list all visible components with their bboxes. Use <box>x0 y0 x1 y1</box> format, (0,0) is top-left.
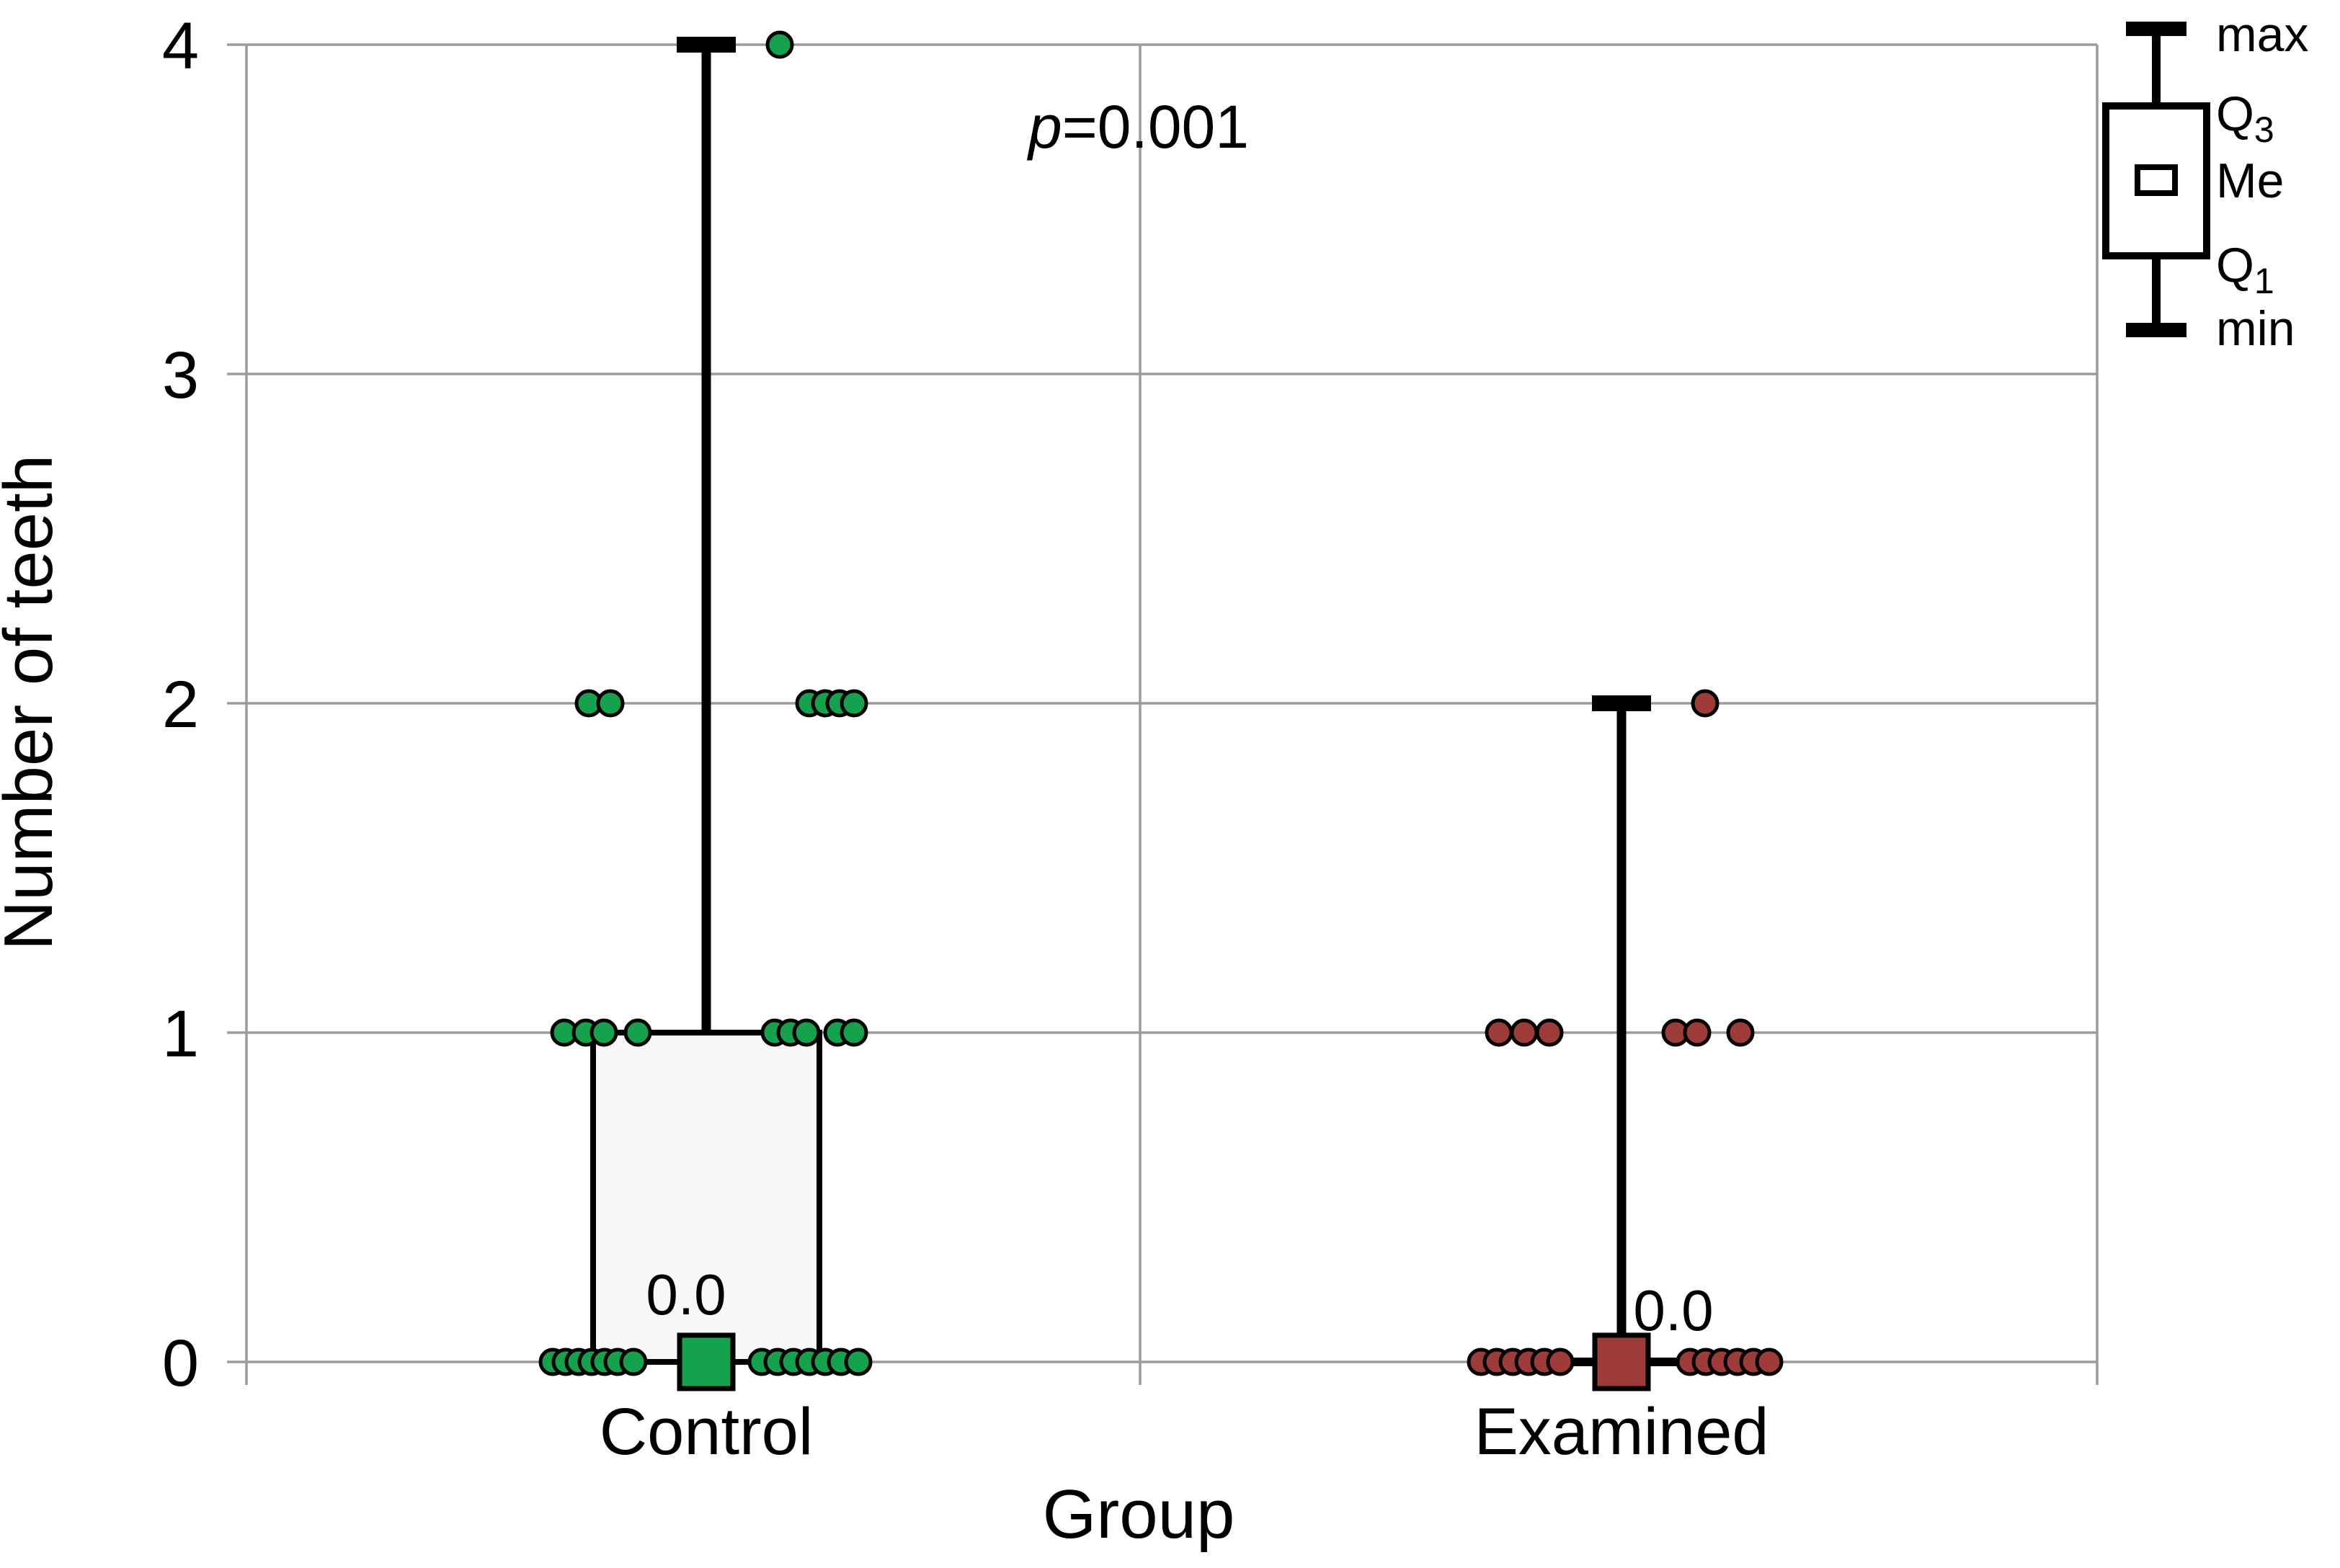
series-control <box>538 30 873 1391</box>
y-tick-label-4: 4 <box>162 9 199 83</box>
data-point-examined-1 <box>1683 1018 1712 1047</box>
data-point-examined-0 <box>1755 1348 1784 1376</box>
data-point-examined-2 <box>1691 689 1720 718</box>
p-value-annotation: p=0.001 <box>1026 93 1249 161</box>
data-point-control-0 <box>619 1348 648 1376</box>
legend-label-q1: Q1 <box>2216 238 2274 301</box>
legend-label-max: max <box>2216 7 2308 62</box>
data-point-control-2 <box>840 689 868 718</box>
data-point-examined-1 <box>1485 1018 1513 1047</box>
median-square <box>677 1332 736 1391</box>
median-square <box>1592 1332 1651 1391</box>
median-value-label: 0.0 <box>646 1262 726 1327</box>
series-examined <box>1467 689 1784 1391</box>
y-tick-label-0: 0 <box>162 1327 199 1400</box>
x-axis-title: Group <box>1043 1476 1235 1553</box>
data-point-control-1 <box>590 1018 618 1047</box>
category-label-examined: Examined <box>1474 1395 1769 1469</box>
y-tick-label-2: 2 <box>162 668 199 741</box>
data-point-examined-1 <box>1535 1018 1564 1047</box>
legend-label-min: min <box>2216 301 2295 356</box>
y-tick-label-3: 3 <box>162 339 199 412</box>
data-point-control-1 <box>792 1018 821 1047</box>
category-label-control: Control <box>600 1395 814 1469</box>
median-value-label: 0.0 <box>1633 1278 1713 1342</box>
data-point-control-1 <box>623 1018 652 1047</box>
legend-label-q3: Q3 <box>2216 86 2274 150</box>
data-point-control-1 <box>840 1018 868 1047</box>
data-point-examined-0 <box>1546 1348 1575 1376</box>
y-tick-label-1: 1 <box>162 997 199 1071</box>
legend <box>2102 22 2210 337</box>
legend-median-square <box>2135 164 2178 196</box>
data-point-control-4 <box>765 30 794 59</box>
y-axis-title: Number of teeth <box>0 455 67 950</box>
data-point-examined-1 <box>1726 1018 1755 1047</box>
data-point-control-2 <box>596 689 625 718</box>
data-point-examined-1 <box>1510 1018 1539 1047</box>
legend-label-me: Me <box>2216 153 2284 208</box>
data-point-control-0 <box>844 1348 873 1376</box>
